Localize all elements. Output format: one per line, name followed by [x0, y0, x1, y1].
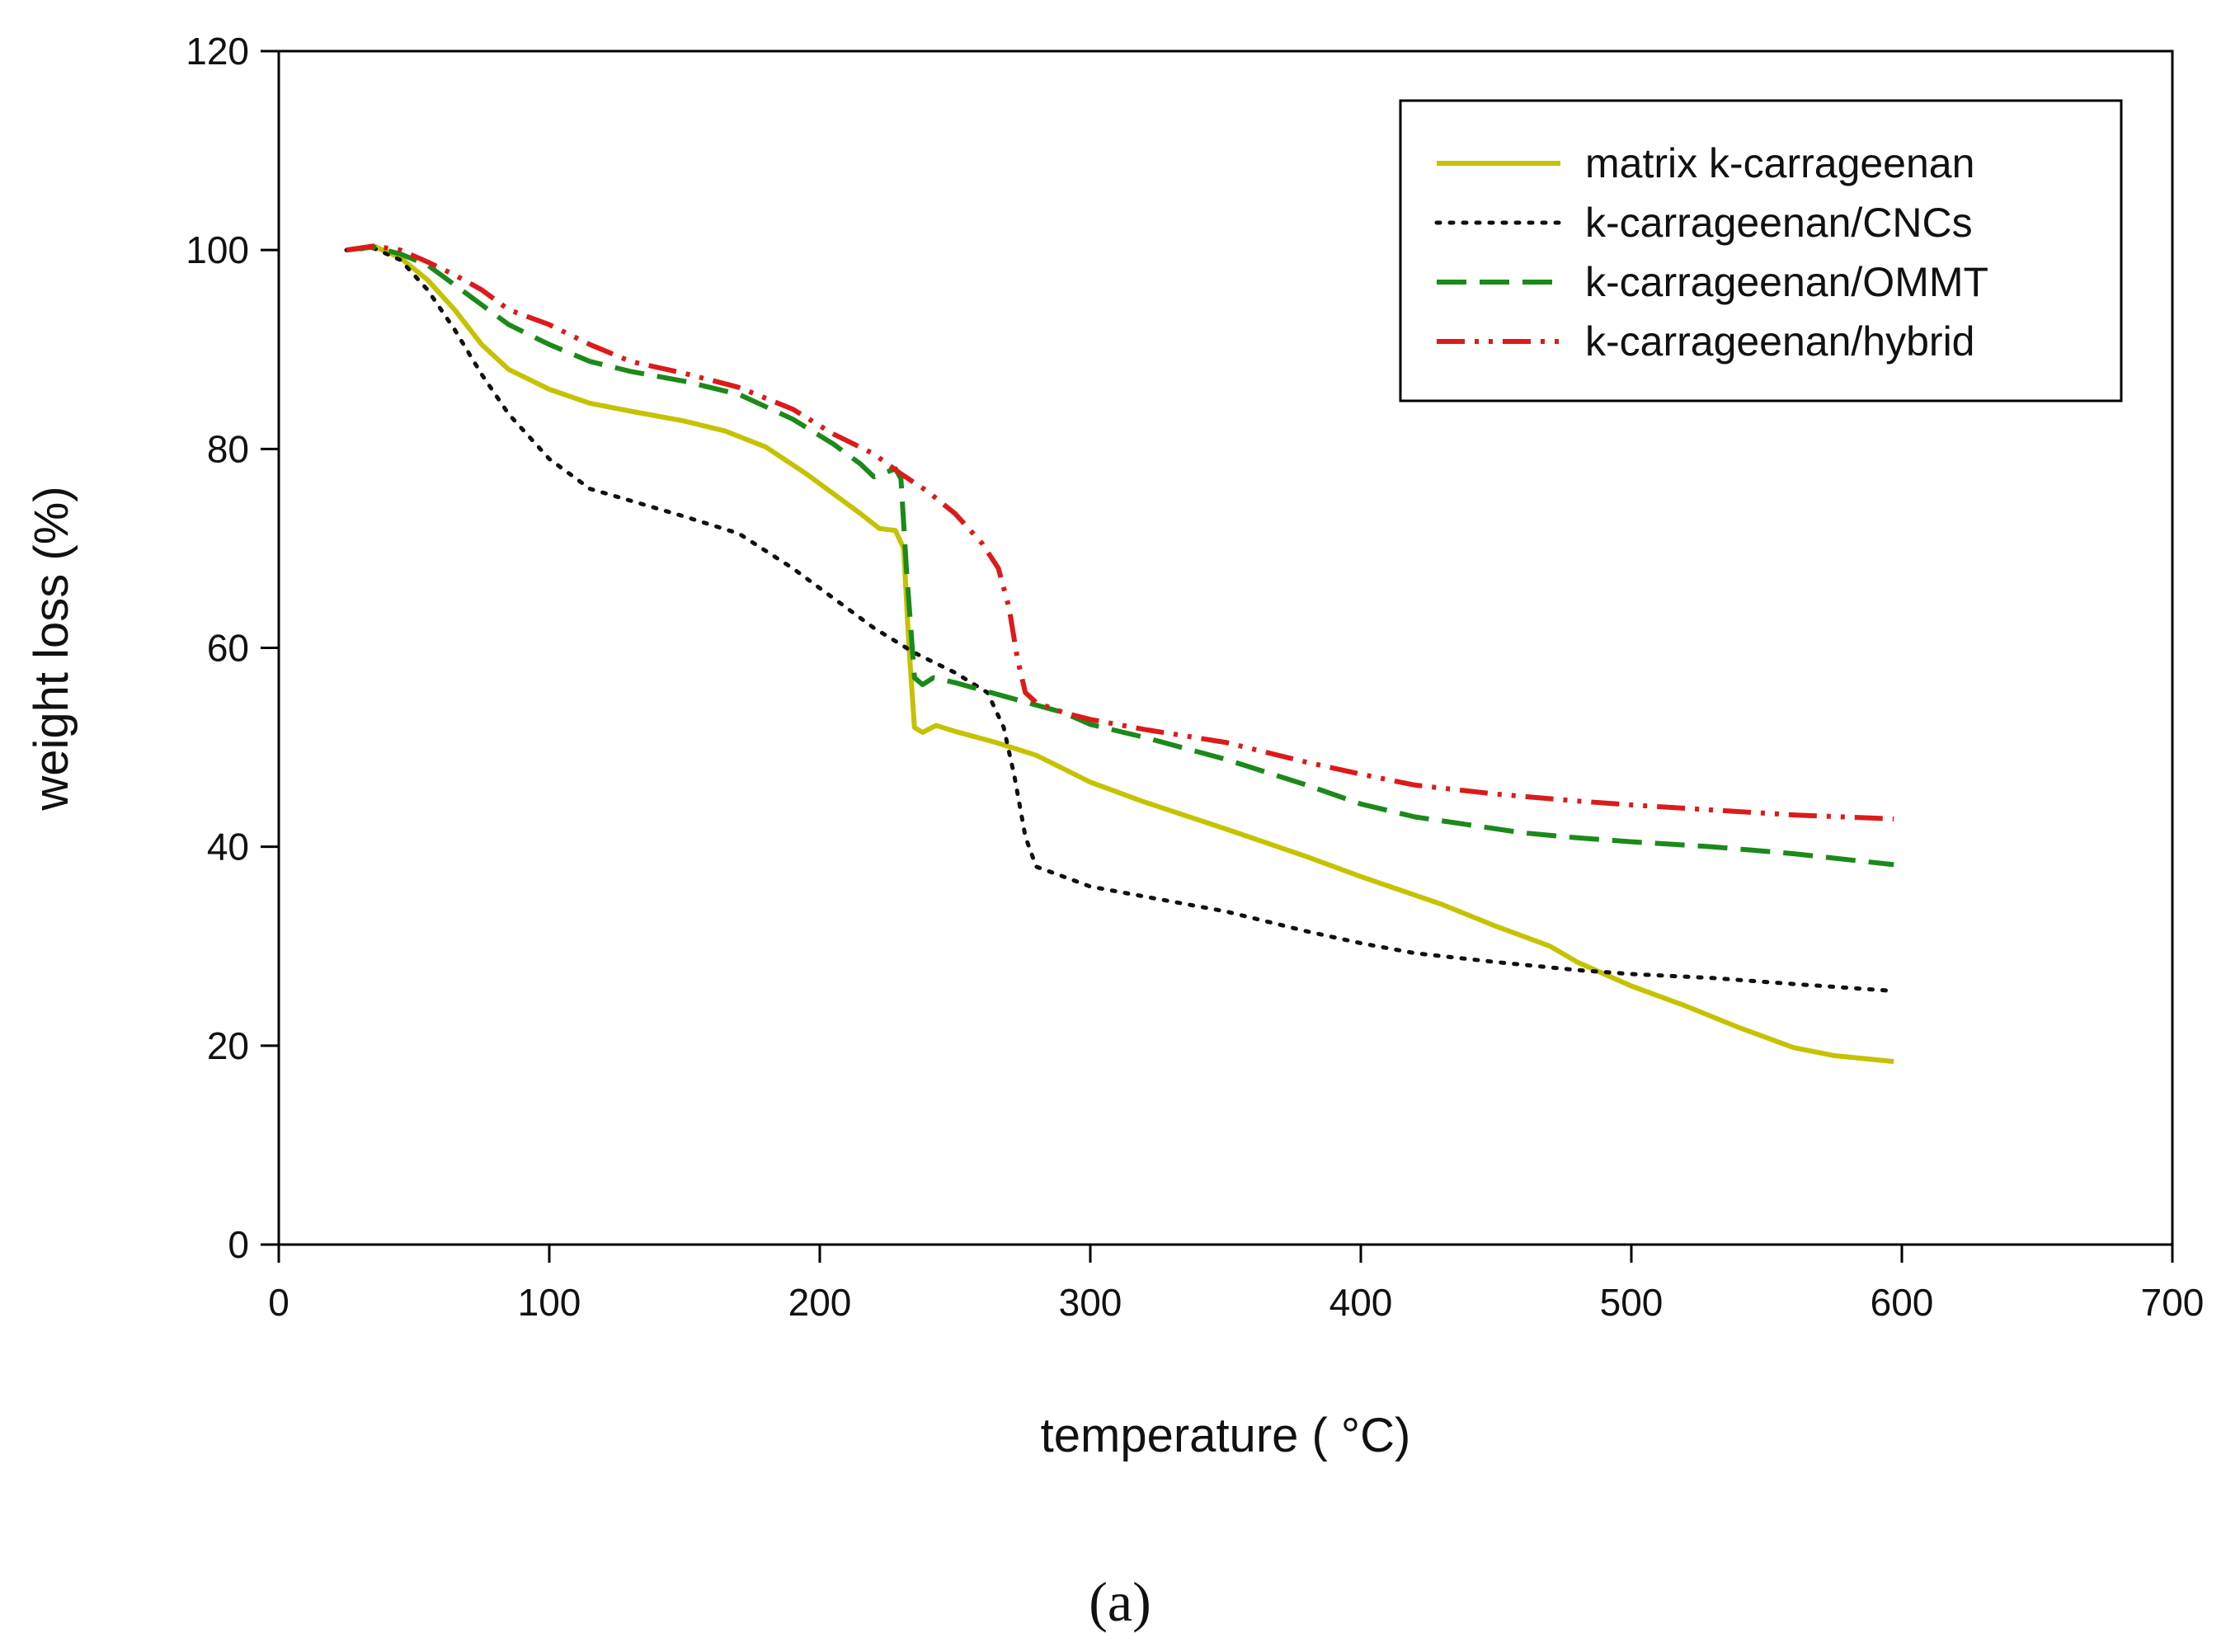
y-tick-label: 0	[228, 1223, 249, 1266]
legend-label-1: matrix k-carrageenan	[1585, 140, 1974, 186]
y-tick-label: 100	[186, 228, 249, 271]
legend: matrix k-carrageenan k-carrageenan/CNCs k-…	[1399, 99, 2123, 402]
x-tick-label: 200	[788, 1281, 852, 1324]
x-tick-label: 500	[1600, 1281, 1664, 1324]
y-tick-label: 60	[207, 627, 249, 670]
x-tick-label: 700	[2141, 1281, 2205, 1324]
series-line-2	[344, 246, 1896, 993]
x-tick-label: 400	[1329, 1281, 1393, 1324]
y-tick-label: 20	[207, 1024, 249, 1067]
y-axis: 0 20 40 60 80 100 120	[186, 30, 279, 1266]
panel-label: (a)	[1089, 1570, 1151, 1633]
x-axis: 0 100 200 300 400 500 600 700	[268, 1245, 2204, 1324]
y-tick-label: 120	[186, 30, 249, 73]
y-axis-title: weight loss (%)	[25, 486, 78, 811]
series-line-1	[346, 243, 1894, 1065]
legend-label-2: k-carrageenan/CNCs	[1585, 200, 1973, 246]
legend-label-3: k-carrageenan/OMMT	[1585, 259, 1988, 305]
x-tick-label: 0	[268, 1281, 289, 1324]
y-tick-label: 40	[207, 826, 249, 868]
series-line-3	[346, 244, 1894, 868]
x-axis-title: temperature ( °C)	[1041, 1409, 1411, 1462]
series-layer	[344, 243, 1896, 1065]
x-tick-label: 600	[1871, 1281, 1934, 1324]
legend-label-4: k-carrageenan/hybrid	[1585, 318, 1975, 365]
series-line-4	[346, 243, 1894, 821]
x-tick-label: 100	[518, 1281, 581, 1324]
x-tick-label: 300	[1059, 1281, 1122, 1324]
y-tick-label: 80	[207, 427, 249, 470]
legend-box	[1399, 99, 2123, 402]
